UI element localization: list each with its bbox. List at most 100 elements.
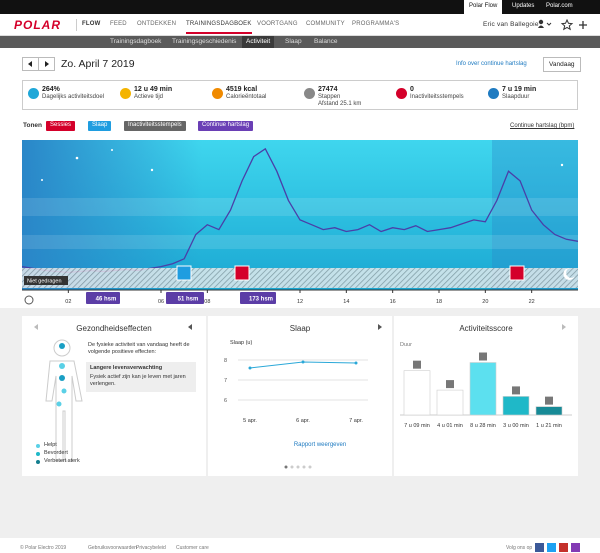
band <box>22 235 578 249</box>
x-tick-label: 6 apr. <box>296 418 310 424</box>
sub-nav-item[interactable]: Trainingsdagboek <box>110 38 162 45</box>
filter-chip[interactable]: Continue hartslag <box>198 121 254 131</box>
link[interactable]: Polar Flow <box>464 0 503 14</box>
carousel-controls <box>34 324 566 469</box>
sub-nav-item[interactable]: Balance <box>314 38 338 45</box>
date-arrows[interactable] <box>22 57 56 71</box>
summary-extra: Afstand 25.1 km <box>318 101 362 107</box>
score-label: 4 u 01 min <box>437 423 463 429</box>
sub-nav-item-active[interactable]: Activiteit <box>242 36 275 48</box>
x-tick-label: 5 apr. <box>243 418 257 424</box>
filter-chip[interactable]: Sessies <box>46 121 76 131</box>
x-tick-label: 20 <box>482 299 488 305</box>
score-label: 8 u 28 min <box>470 423 496 429</box>
summary-item: 27474 Stappen Afstand 25.1 km <box>302 84 394 108</box>
effect-text: Fysiek actief zijn kan je leven met jare… <box>90 374 186 387</box>
x-tick-label: 02 <box>65 299 71 305</box>
intro-text: De fysieke activiteit van vandaag heeft … <box>88 342 190 355</box>
social-icons[interactable] <box>535 543 581 553</box>
date-label[interactable]: Zo. April 7 2019 <box>61 58 135 70</box>
hr-badge <box>240 292 276 304</box>
sleep-panel: Slaap Slaap (u) 6 7 8 5 apr. 6 apr. 7 apr. Rapp… <box>208 316 392 476</box>
effect-title: Langere levensverwachting <box>90 365 163 371</box>
legend-item: Helpt <box>44 442 57 448</box>
nav-item[interactable]: TRAININGSDAGBOEK <box>186 21 252 34</box>
nav-item[interactable]: FEED <box>110 21 127 27</box>
effect-card: Langere levensverwachting Fysiek actief … <box>86 362 196 392</box>
health-panel: Gezondheidseffecten De fysieke activitei… <box>22 316 206 476</box>
sub-nav-item[interactable]: Slaap <box>285 38 302 45</box>
nav-item[interactable]: PROGRAMMA'S <box>352 21 400 27</box>
main-nav: POLAR FLOW FEED ONTDEKKEN TRAININGSDAGBO… <box>0 14 600 36</box>
summary-icon <box>212 88 223 99</box>
next-arrow[interactable] <box>378 324 382 330</box>
summary-item: 7 u 19 min Slaapduur <box>486 84 578 108</box>
filter-chip[interactable]: Slaap <box>88 121 112 131</box>
badges: 46 hsm 51 hsm 173 hsm <box>86 292 276 304</box>
hr-badge <box>166 292 204 304</box>
link[interactable]: Polar.com <box>546 3 573 9</box>
score-bar <box>403 370 431 416</box>
score-panel: Activiteitsscore Duur 7 u 09 min 4 u 01 mi… <box>394 316 578 476</box>
today-button[interactable]: Vandaag <box>543 57 581 72</box>
logo[interactable]: POLAR <box>14 18 61 32</box>
summary-label: Slaapduur <box>502 94 530 100</box>
summary-item: 0 Inactiviteitsstempels <box>394 84 486 108</box>
hr-badge-label: 46 hsm <box>96 297 117 303</box>
summary-label: Stappen <box>318 94 341 100</box>
summary-icon <box>304 88 315 99</box>
y-tick-label: 8 <box>224 358 227 364</box>
user-name[interactable]: Eric van Ballegoie <box>483 21 539 28</box>
x-tick-label: 06 <box>158 299 164 305</box>
axis-label: Slaap (u) <box>230 340 252 346</box>
nav-icons <box>538 19 587 31</box>
summary-label: Inactiviteitsstempels <box>410 94 464 100</box>
score-label: 7 u 09 min <box>404 423 430 429</box>
prev-arrow[interactable] <box>188 324 192 330</box>
follow-label: Volg ons op <box>506 545 533 551</box>
summary-item: 264% Dagelijks activiteitsdoel <box>26 84 118 108</box>
product: FLOW <box>82 21 101 27</box>
hr-badge <box>86 292 120 304</box>
x-tick-label: 18 <box>436 299 442 305</box>
not-worn-tag <box>24 276 68 285</box>
score-icon <box>545 396 553 405</box>
panel-title: Slaap <box>289 324 311 333</box>
footer-link[interactable]: Gebruiksvoorwaarden <box>88 545 137 551</box>
score-label: 1 u 21 min <box>536 423 562 429</box>
link[interactable]: Updates <box>512 3 535 9</box>
panel-title: Activiteitsscore <box>459 324 513 333</box>
page-dots[interactable] <box>284 465 312 469</box>
score-chart: Duur 7 u 09 min 4 u 01 min 8 u 28 min 3 u 00… <box>400 342 572 429</box>
score-bar <box>436 389 464 416</box>
summary-label: Actieve tijd <box>134 94 164 100</box>
score-label: 3 u 00 min <box>503 423 529 429</box>
panel-title: Gezondheidseffecten <box>76 324 152 333</box>
summary-item: 12 u 49 min Actieve tijd <box>118 84 210 108</box>
nav-item[interactable]: COMMUNITY <box>306 21 345 27</box>
summary-icon <box>396 88 407 99</box>
clock-icon <box>24 295 34 305</box>
filter-chip[interactable]: Inactiviteitsstempels <box>124 121 186 131</box>
filter-label: Tonen <box>23 122 43 129</box>
summary-value: 264% <box>42 86 60 93</box>
next-arrow[interactable] <box>562 324 566 330</box>
sub-nav: Trainingsdagboek Trainingsgeschiedenis A… <box>0 36 600 48</box>
footer-link[interactable]: Privacybeleid <box>136 545 166 551</box>
prev-arrow[interactable] <box>34 324 38 330</box>
report-link: Rapport weergeven <box>294 442 346 448</box>
summary-item: 4519 kcal Calorieëntotaal <box>210 84 302 108</box>
nav-item[interactable]: ONTDEKKEN <box>137 21 177 27</box>
unit-link[interactable]: Continue hartslag (bpm) <box>510 123 575 129</box>
sub-nav-item[interactable]: Trainingsgeschiedenis <box>172 38 237 45</box>
moon-icon <box>563 267 575 280</box>
summary-icon <box>120 88 131 99</box>
summary-value: 27474 <box>318 86 338 93</box>
info-link[interactable]: Info over continue hartslag <box>456 61 527 67</box>
session-icon <box>234 265 250 281</box>
footer-link[interactable]: Customer care <box>176 545 209 551</box>
band <box>22 198 578 216</box>
x-tick-label: 12 <box>297 299 303 305</box>
nav-item[interactable]: VOORTGANG <box>257 21 298 27</box>
